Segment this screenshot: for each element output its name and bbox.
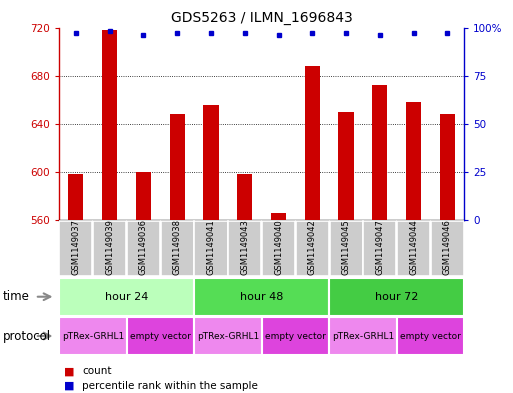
Text: ■: ■: [64, 381, 74, 391]
Text: ■: ■: [64, 366, 74, 376]
Text: empty vector: empty vector: [130, 332, 191, 340]
Bar: [262, 221, 295, 277]
Bar: [329, 317, 397, 355]
Bar: [59, 278, 194, 316]
Bar: [406, 102, 421, 220]
Text: GSM1149047: GSM1149047: [376, 220, 384, 275]
Text: protocol: protocol: [3, 329, 51, 343]
Bar: [262, 317, 329, 355]
Bar: [329, 221, 363, 277]
Text: hour 48: hour 48: [240, 292, 283, 302]
Bar: [305, 66, 320, 220]
Bar: [68, 174, 84, 220]
Bar: [194, 278, 329, 316]
Bar: [102, 30, 117, 220]
Text: percentile rank within the sample: percentile rank within the sample: [82, 381, 258, 391]
Text: GSM1149042: GSM1149042: [308, 220, 317, 275]
Bar: [127, 317, 194, 355]
Text: GSM1149046: GSM1149046: [443, 220, 452, 275]
Bar: [237, 174, 252, 220]
Bar: [295, 221, 329, 277]
Text: pTRex-GRHL1: pTRex-GRHL1: [62, 332, 124, 340]
Text: empty vector: empty vector: [400, 332, 461, 340]
Bar: [440, 114, 455, 220]
Bar: [228, 221, 261, 277]
Bar: [127, 221, 160, 277]
Bar: [329, 278, 464, 316]
Text: hour 72: hour 72: [375, 292, 419, 302]
Bar: [363, 221, 397, 277]
Title: GDS5263 / ILMN_1696843: GDS5263 / ILMN_1696843: [171, 11, 352, 25]
Bar: [93, 221, 126, 277]
Text: pTRex-GRHL1: pTRex-GRHL1: [196, 332, 259, 340]
Text: pTRex-GRHL1: pTRex-GRHL1: [332, 332, 394, 340]
Bar: [431, 221, 464, 277]
Text: GSM1149040: GSM1149040: [274, 220, 283, 275]
Text: GSM1149037: GSM1149037: [71, 219, 81, 275]
Text: GSM1149038: GSM1149038: [173, 219, 182, 275]
Bar: [194, 221, 228, 277]
Bar: [136, 172, 151, 220]
Text: GSM1149041: GSM1149041: [206, 220, 215, 275]
Text: GSM1149039: GSM1149039: [105, 220, 114, 275]
Bar: [203, 105, 219, 220]
Text: GSM1149036: GSM1149036: [139, 219, 148, 275]
Bar: [397, 221, 430, 277]
Bar: [271, 213, 286, 220]
Bar: [397, 317, 464, 355]
Bar: [59, 317, 127, 355]
Text: GSM1149043: GSM1149043: [240, 220, 249, 275]
Bar: [194, 317, 262, 355]
Text: count: count: [82, 366, 112, 376]
Text: GSM1149045: GSM1149045: [342, 220, 350, 275]
Text: hour 24: hour 24: [105, 292, 148, 302]
Bar: [60, 221, 92, 277]
Text: GSM1149044: GSM1149044: [409, 220, 418, 275]
Bar: [161, 221, 194, 277]
Text: empty vector: empty vector: [265, 332, 326, 340]
Bar: [372, 85, 387, 220]
Text: time: time: [3, 290, 29, 303]
Bar: [339, 112, 353, 220]
Bar: [170, 114, 185, 220]
